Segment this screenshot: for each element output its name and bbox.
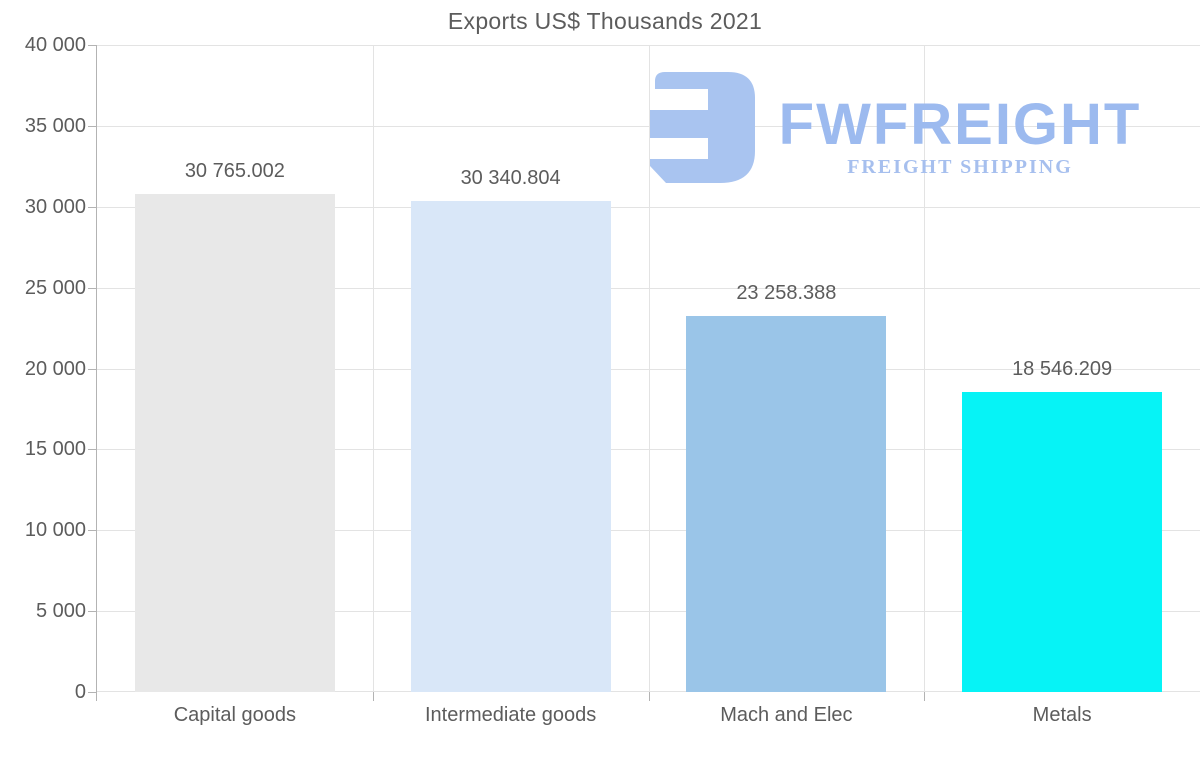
y-axis-tick-label: 25 000 [24,276,86,299]
fwfreight-monogram-icon [650,72,755,183]
y-axis-tick-label: 20 000 [24,357,86,380]
y-axis-tick-label: 30 000 [24,195,86,218]
y-axis-tick-label: 0 [74,681,86,703]
bar-value-label: 30 340.804 [460,167,561,190]
chart-title: Exports US$ Thousands 2021 [447,8,763,34]
x-axis-category-label: Intermediate goods [425,704,597,726]
y-axis-tick-mark [88,530,97,532]
y-axis-tick-mark [88,449,97,451]
bar-value-label: 18 546.209 [1012,358,1113,380]
y-axis-tick-mark [88,206,97,208]
y-axis-tick-label: 40 000 [24,34,86,56]
bar-intermediate-goods [410,201,611,692]
watermark-logo: FWFREIGHT FREIGHT SHIPPING [648,72,1150,184]
gridline-vertical [648,45,650,692]
y-axis-tick-label: 15 000 [24,438,86,461]
gridline-vertical [924,45,926,692]
bar-capital-goods [134,194,335,692]
bar-metals [962,392,1163,692]
x-axis-category-label: Metals [1032,704,1092,726]
y-axis-tick-mark [88,368,97,370]
y-axis-tick-mark [88,45,97,46]
x-axis-category-label: Capital goods [173,704,297,726]
x-axis-category-label: Mach and Elec [720,704,853,726]
x-axis-tick-mark [372,692,374,701]
gridline-vertical [372,45,374,692]
plot-area [97,45,1200,692]
y-axis-tick-mark [88,287,97,289]
y-axis-tick-label: 5 000 [35,600,86,623]
bar-mach-and-elec [686,315,887,692]
brand-tagline: FREIGHT SHIPPING [847,156,1073,178]
x-axis-tick-mark [924,692,926,701]
y-axis-line [96,45,97,701]
bar-value-label: 30 765.002 [184,160,285,183]
y-axis-tick-label: 10 000 [24,519,86,542]
x-axis-tick-mark [648,692,650,701]
brand-name: FWFREIGHT [778,92,1142,157]
bar-value-label: 23 258.388 [736,281,837,304]
y-axis-tick-mark [88,125,97,127]
y-axis-tick-mark [88,611,97,613]
y-axis-tick-mark [88,692,97,693]
y-axis-tick-label: 35 000 [24,114,86,137]
